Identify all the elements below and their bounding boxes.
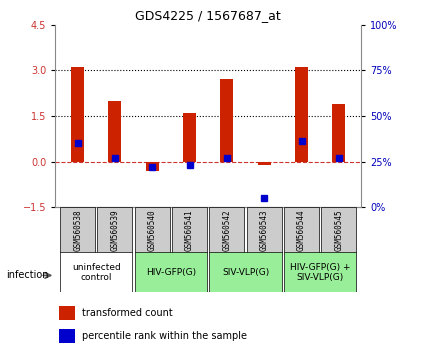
Bar	[221, 80, 233, 161]
Bar	[258, 161, 271, 165]
Bar	[146, 161, 159, 171]
Title: GDS4225 / 1567687_at: GDS4225 / 1567687_at	[136, 9, 281, 22]
Bar	[97, 207, 133, 253]
Text: percentile rank within the sample: percentile rank within the sample	[82, 331, 247, 341]
Bar	[295, 67, 308, 161]
Text: GSM560542: GSM560542	[222, 209, 231, 251]
Bar	[284, 252, 357, 292]
Bar	[332, 104, 346, 161]
Bar	[135, 252, 207, 292]
Text: HIV-GFP(G): HIV-GFP(G)	[146, 268, 196, 277]
Text: SIV-VLP(G): SIV-VLP(G)	[222, 268, 269, 277]
Bar	[210, 207, 244, 253]
Bar	[210, 252, 282, 292]
Bar	[71, 67, 84, 161]
Bar	[135, 207, 170, 253]
Text: GSM560538: GSM560538	[73, 209, 82, 251]
Text: GSM560544: GSM560544	[297, 209, 306, 251]
Text: GSM560540: GSM560540	[148, 209, 157, 251]
Text: transformed count: transformed count	[82, 308, 173, 318]
Text: infection: infection	[6, 270, 49, 280]
Bar	[172, 207, 207, 253]
Bar	[60, 252, 133, 292]
Bar	[321, 207, 357, 253]
Text: HIV-GFP(G) +
SIV-VLP(G): HIV-GFP(G) + SIV-VLP(G)	[290, 263, 351, 282]
Bar	[183, 113, 196, 161]
Bar	[60, 207, 95, 253]
Text: uninfected
control: uninfected control	[72, 263, 121, 282]
Bar	[59, 329, 75, 343]
Bar	[108, 101, 122, 161]
Bar	[59, 306, 75, 320]
Text: GSM560545: GSM560545	[334, 209, 343, 251]
Bar	[284, 207, 319, 253]
Bar	[246, 207, 282, 253]
Text: GSM560541: GSM560541	[185, 209, 194, 251]
Text: GSM560543: GSM560543	[260, 209, 269, 251]
Text: GSM560539: GSM560539	[110, 209, 119, 251]
